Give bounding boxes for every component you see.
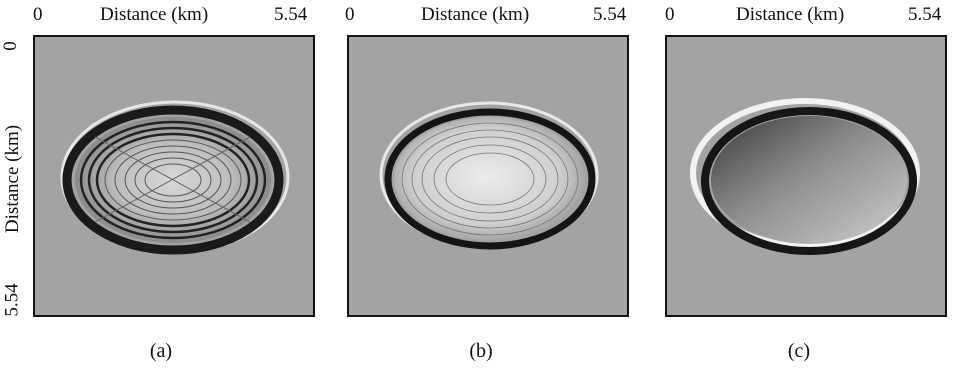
panel-a-x-max-label: 5.54: [274, 4, 308, 25]
panel-b-interior: [394, 117, 586, 241]
panel-c-bright-edge: [690, 98, 920, 248]
panel-b-x-max-label: 5.54: [593, 4, 627, 25]
panel-a-rim: [62, 105, 284, 255]
panel-c-dark-edge: [701, 107, 917, 255]
y-axis-max-label: 5.54: [1, 283, 23, 317]
panel-b-image: [347, 35, 629, 317]
panel-a-cross-pattern: [94, 136, 251, 223]
panel-a-rings: [79, 120, 267, 240]
panel-c-x-min-label: 0: [665, 4, 675, 25]
panel-c-x-title: Distance (km): [736, 4, 845, 25]
panel-b-x-title: Distance (km): [421, 4, 530, 25]
y-axis-min-label: 0: [0, 41, 21, 51]
panel-b-fine-rings: [401, 122, 579, 236]
panel-a-caption: (a): [149, 340, 173, 362]
panel-c-caption: (c): [787, 340, 811, 362]
y-axis-title: Distance (km): [2, 124, 23, 234]
panel-b-x-min-label: 0: [345, 4, 355, 25]
panel-a-image: [33, 35, 315, 317]
panel-c-x-max-label: 5.54: [908, 4, 942, 25]
panel-c-image: [665, 35, 947, 317]
panel-a-x-title: Distance (km): [100, 4, 209, 25]
panel-b-rim: [384, 108, 596, 250]
panel-b-caption: (b): [469, 340, 493, 362]
panel-a-fine-rings: [104, 139, 242, 221]
panel-c-interior: [711, 116, 907, 244]
panel-a-x-min-label: 0: [33, 4, 43, 25]
